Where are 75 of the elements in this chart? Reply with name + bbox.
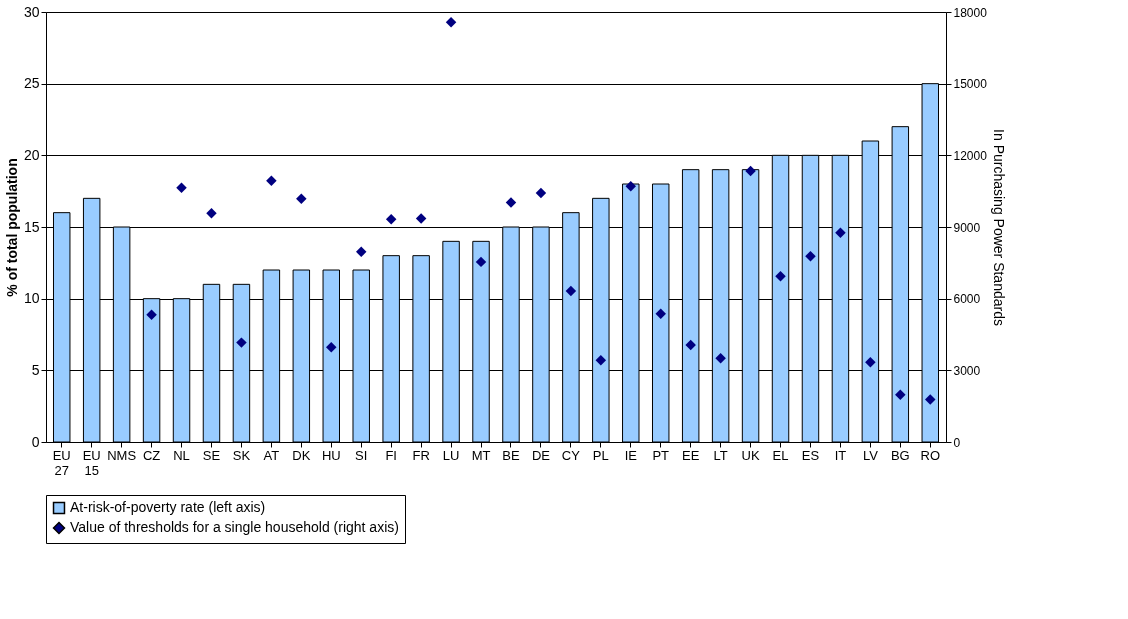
point [655,308,666,319]
x-tick-label: EL [772,447,789,463]
x-tick-label: DK [292,447,311,463]
point [206,207,217,219]
point [595,355,607,366]
point [715,352,726,364]
y-tick-label: 15 [23,218,40,235]
x-tick-label: FI [385,447,397,463]
x-tick-label: SK [232,447,251,463]
legend-label: At-risk-of-poverty rate (left axis) [70,499,266,515]
x-tick-label: DE [531,447,551,463]
x-tick-label: RO [920,447,941,463]
y-tick-label: 0 [31,433,40,450]
x-tick-label: LT [713,447,728,463]
x-tick-label: NL [173,447,190,463]
point [625,180,637,192]
x-tick-label: AT [263,447,280,463]
x-tick-label: EU 15 [82,447,101,478]
point [445,17,457,28]
point [535,187,547,199]
point [565,285,577,297]
point [505,197,517,208]
point [296,193,307,205]
x-tick-label: MT [471,447,491,463]
x-tick-label: SI [355,447,368,463]
x-tick-label: SE [202,447,221,463]
x-tick-label: ES [801,447,820,463]
x-tick-label: BE [502,447,520,463]
y-axis-title: % of total population [3,158,20,297]
point [805,250,816,262]
point [685,339,696,351]
point [266,175,277,186]
y2-tick-label: 3000 [953,363,981,378]
y2-tick-label: 12000 [953,148,988,163]
point [385,214,397,225]
point [475,256,487,268]
point [176,182,187,194]
y-tick-label: 25 [23,75,40,92]
x-tick-label: FR [412,447,430,463]
point [895,389,906,400]
x-tick-label: LU [442,447,460,463]
y2-tick-label: 0 [953,435,961,450]
x-tick-label: BG [890,447,910,463]
y-tick-label: 20 [23,146,40,163]
point [146,309,157,320]
point [865,356,876,368]
y-tick-label: 10 [23,290,40,307]
point [326,341,337,353]
x-tick-label: PL [592,447,609,463]
x-tick-label: UK [741,447,760,463]
y2-tick-label: 9000 [953,220,981,235]
y-tick-label: 5 [31,361,40,378]
x-tick-label: CY [561,447,581,463]
x-tick-label: PT [652,447,670,463]
y2-tick-label: 15000 [953,77,988,92]
y2-tick-label: 6000 [953,292,981,307]
point [925,394,936,405]
y-tick-label: 30 [23,3,40,20]
point [355,246,367,258]
point [835,227,846,238]
y2-tick-label: 18000 [953,5,988,20]
point [775,270,786,282]
x-tick-label: LV [862,447,879,463]
point [745,165,756,177]
point [236,337,247,348]
x-tick-label: EU 27 [52,447,71,478]
y2-axis-title: In Purchasing Power Standards [990,129,1007,326]
x-tick-label: EE [682,447,700,463]
x-tick-label: NMS [107,447,137,463]
x-tick-label: CZ [142,447,161,463]
point [415,213,427,224]
legend-label: Value of thresholds for a single household (right axis) [70,519,399,535]
x-tick-label: IE [624,447,638,463]
x-tick-label: IT [834,447,847,463]
x-tick-label: HU [321,447,341,463]
